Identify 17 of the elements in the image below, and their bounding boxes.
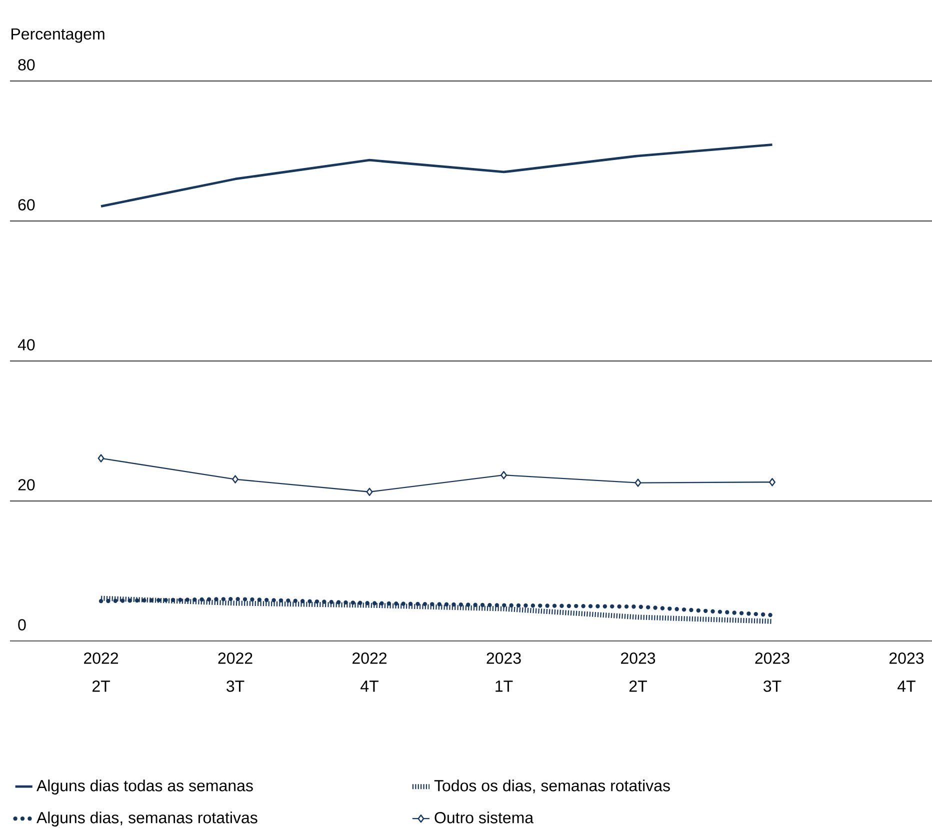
legend-label: Outro sistema <box>434 812 534 824</box>
x-tick-label: 2022 4T <box>352 652 386 692</box>
y-tick-label: 80 <box>18 59 35 70</box>
legend-label: Alguns dias todas as semanas <box>36 780 253 795</box>
y-tick-label: 40 <box>18 339 35 350</box>
y-tick-label: 0 <box>18 619 26 630</box>
x-tick-label: 2022 3T <box>218 652 252 692</box>
x-tick-label: 2023 1T <box>486 652 521 692</box>
y-tick-label: 60 <box>18 199 35 210</box>
legend-label: Alguns dias, semanas rotativas <box>36 812 258 826</box>
x-tick-label: 2023 4T <box>889 652 924 692</box>
legend-label: Todos os dias, semanas rotativas <box>434 780 670 794</box>
x-tick-label: 2023 2T <box>621 652 656 692</box>
x-tick-label: 2023 3T <box>755 652 790 692</box>
y-axis-title: Percentagem <box>12 28 104 43</box>
y-tick-label: 20 <box>18 479 35 490</box>
x-tick-label: 2022 2T <box>84 652 118 692</box>
